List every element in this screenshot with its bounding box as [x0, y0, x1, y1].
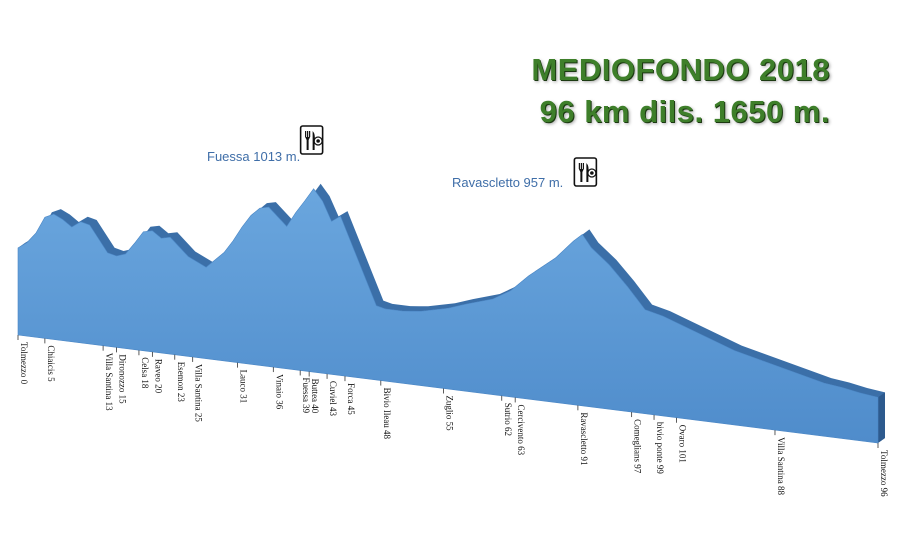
profile-layer	[17, 183, 885, 444]
location-label: Raveo 20	[153, 359, 163, 394]
icon-layer	[299, 125, 598, 187]
location-label: bivio ponte 99	[655, 422, 665, 474]
restaurant-icon	[299, 125, 324, 155]
location-label: Tolmezzo 96	[879, 450, 889, 497]
location-label: Villa Santina 13	[104, 353, 114, 411]
location-label: Chiaicis 5	[46, 345, 56, 382]
chart-title: MEDIOFONDO 2018	[531, 52, 830, 87]
location-label: Zuglio 55	[445, 395, 455, 431]
chart-subtitle: 96 km dils. 1650 m.	[539, 94, 830, 129]
location-label: Cercivento 63	[516, 404, 526, 455]
location-label: Tolmezzo 0	[19, 342, 29, 385]
location-label: Dironozzo 15	[118, 354, 128, 404]
location-label: Villa Santina 25	[194, 364, 204, 422]
location-label: Fuessa 39	[301, 377, 311, 413]
restaurant-icon	[573, 157, 598, 187]
peak-label-fuessa: Fuessa 1013 m.	[207, 149, 301, 164]
profile-end-cap	[878, 392, 885, 443]
location-label: Lauco 31	[238, 370, 248, 404]
tick-layer: Tolmezzo 0 Chiaicis 5 Villa Santina 13 Diro…	[17, 335, 889, 497]
location-label: Villa Santina 88	[776, 437, 786, 495]
peak-label-ravascletto: Ravascletto 957 m.	[452, 175, 564, 190]
profile-area	[17, 188, 879, 444]
location-label: Buttea 40	[310, 379, 320, 414]
location-label: Vinaio 36	[274, 374, 284, 410]
location-label: Comeglians 97	[633, 419, 643, 474]
location-label: Esemon 23	[176, 362, 186, 403]
location-label: Bivio Ileau 48	[382, 388, 392, 440]
location-label: Cuviel 43	[328, 381, 338, 417]
location-label: Ravascletto 91	[579, 412, 589, 465]
location-label: Celsa 18	[140, 357, 150, 389]
location-label: Forca 45	[346, 383, 356, 415]
location-label: Sutrio 62	[503, 403, 513, 436]
location-label: Ovaro 101	[677, 425, 687, 463]
